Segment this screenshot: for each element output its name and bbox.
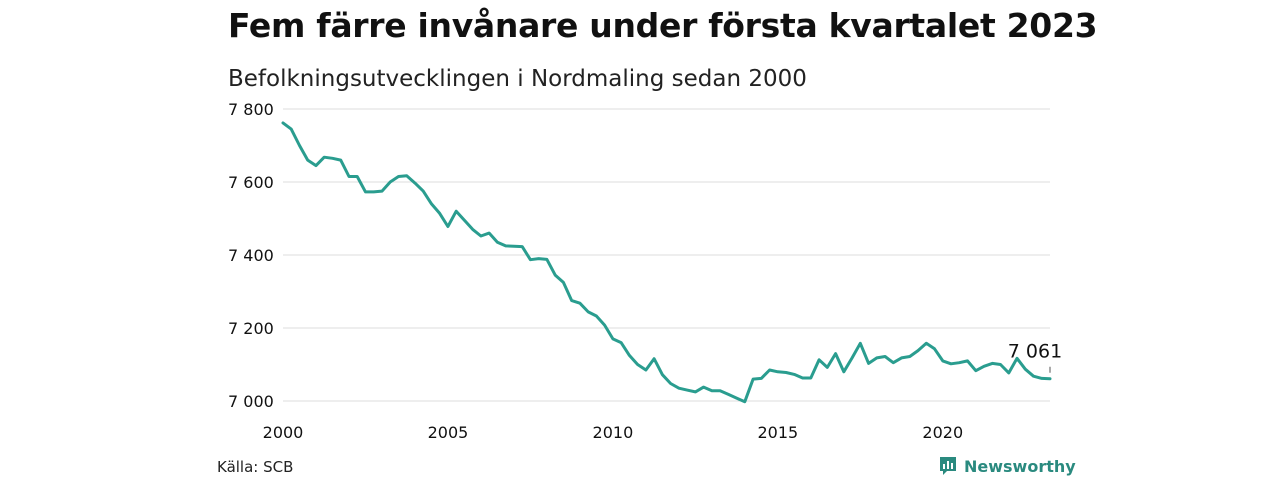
newsworthy-logo-icon	[940, 457, 956, 475]
chart-title: Fem färre invånare under första kvartale…	[228, 6, 1098, 45]
y-tick-label: 7 800	[228, 100, 274, 119]
x-tick-label: 2020	[922, 423, 963, 442]
y-tick-label: 7 400	[228, 246, 274, 265]
end-value-label: 7 061	[1008, 341, 1062, 363]
source-note: Källa: SCB	[217, 458, 294, 476]
x-tick-label: 2005	[428, 423, 469, 442]
y-tick-label: 7 600	[228, 173, 274, 192]
chart-subtitle: Befolkningsutvecklingen i Nordmaling sed…	[228, 66, 807, 92]
x-tick-label: 2015	[757, 423, 798, 442]
y-tick-label: 7 000	[228, 392, 274, 411]
brand-logo: Newsworthy	[938, 455, 1076, 477]
y-tick-label: 7 200	[228, 319, 274, 338]
x-tick-label: 2000	[263, 423, 304, 442]
series-line	[281, 121, 1052, 404]
brand-name: Newsworthy	[964, 456, 1076, 476]
x-tick-label: 2010	[593, 423, 634, 442]
